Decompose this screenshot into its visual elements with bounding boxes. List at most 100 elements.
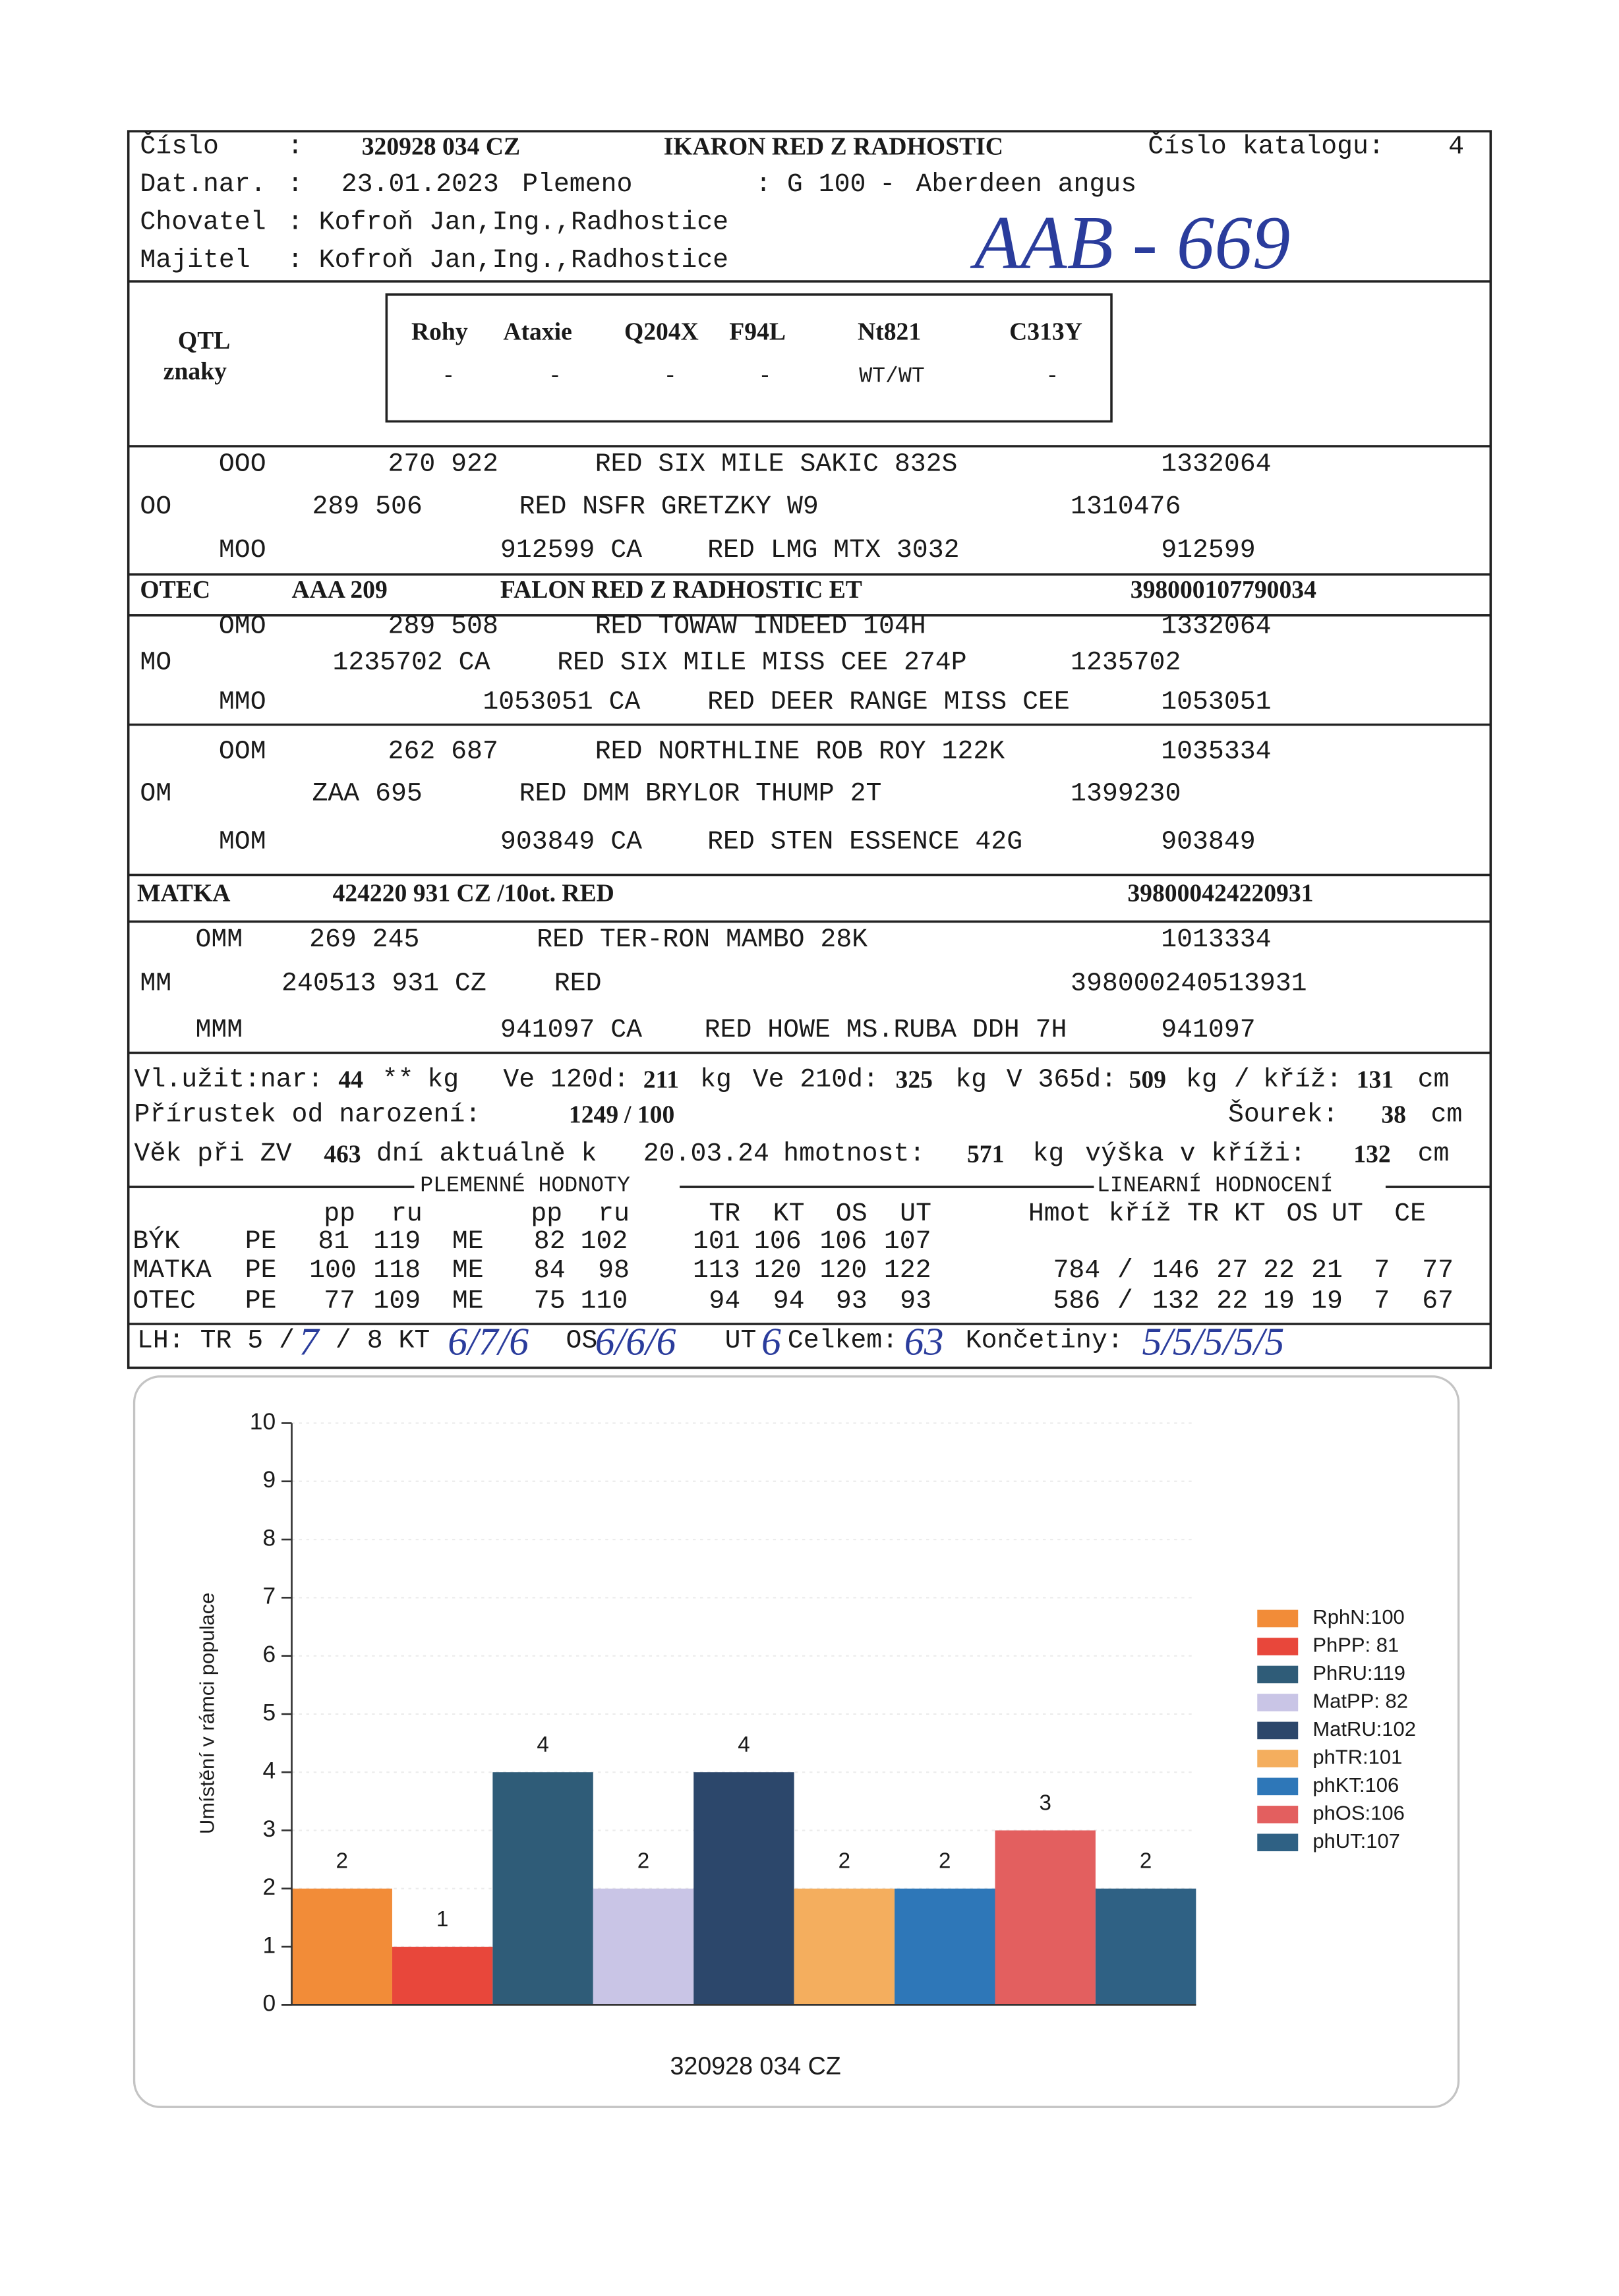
performance-field: Vl.užit:nar: — [134, 1066, 324, 1095]
data-label: 4 — [738, 1733, 750, 1757]
legend-swatch — [1257, 1638, 1299, 1655]
header-field: Majitel — [140, 246, 250, 276]
pedigree-field: RED DMM BRYLOR THUMP 2T — [519, 780, 882, 809]
bv-header: kříž — [1108, 1199, 1172, 1230]
header-field: - — [879, 170, 896, 200]
pedigree-field: RED DEER RANGE MISS CEE — [707, 688, 1070, 718]
y-tick-label: 4 — [262, 1758, 276, 1784]
pedigree-field: 262 687 — [388, 737, 498, 767]
bv-value: 7 — [1374, 1257, 1390, 1286]
bv-value: 107 — [883, 1228, 931, 1257]
bv-value: 586 — [1053, 1287, 1101, 1317]
pedigree-field: RED HOWE MS.RUBA DDH 7H — [704, 1016, 1067, 1046]
y-tick-label: 1 — [262, 1932, 276, 1958]
legend-swatch — [1257, 1694, 1299, 1711]
pedigree-field: 1053051 — [1161, 688, 1272, 718]
bv-value: 84 — [533, 1257, 566, 1286]
bv-value: BÝK — [132, 1228, 181, 1257]
performance-field: kg — [955, 1066, 987, 1095]
pedigree-field: 912599 CA — [500, 536, 643, 566]
bv-header: OS — [1286, 1199, 1318, 1230]
bv-value: 122 — [883, 1257, 931, 1286]
qtl-value: - — [663, 364, 677, 389]
performance-field: 44 — [338, 1066, 363, 1094]
legend-label: PhRU:119 — [1312, 1661, 1405, 1684]
bar — [895, 1888, 995, 2005]
bv-value: 132 — [1152, 1287, 1200, 1317]
pedigree-field: OO — [140, 492, 172, 523]
performance-field: V 365d: — [1006, 1066, 1117, 1095]
pedigree-field: 1053051 CA — [483, 688, 641, 718]
pedigree-field: 240513 931 CZ — [281, 969, 486, 999]
pedigree-field: MMO — [218, 688, 266, 718]
y-tick-label: 2 — [262, 1874, 276, 1900]
pedigree-field: 903849 CA — [500, 828, 643, 858]
legend-label: phUT:107 — [1312, 1829, 1400, 1852]
bv-value: 102 — [580, 1228, 628, 1257]
header-field: IKARON RED Z RADHOSTIC — [663, 132, 1003, 161]
pedigree-field: RED STEN ESSENCE 42G — [707, 828, 1023, 858]
bv-value: 109 — [373, 1287, 421, 1317]
legend-swatch — [1257, 1833, 1299, 1852]
handwritten-score: 6/7/6 — [448, 1319, 529, 1363]
qtl-header: Rohy — [411, 318, 468, 346]
performance-field: Ve 120d: — [503, 1066, 630, 1095]
header-field: Dat.nar. — [140, 170, 266, 200]
performance-field: hmotnost: — [783, 1140, 926, 1170]
pedigree-field: OOM — [218, 737, 266, 767]
form-border — [127, 130, 1492, 1369]
header-field: : — [287, 132, 303, 162]
pedigree-field: OMM — [195, 926, 243, 956]
pedigree-field: MATKA — [136, 879, 231, 907]
pedigree-field: OM — [140, 780, 172, 809]
pedigree-field: RED TOWAW INDEED 104H — [595, 612, 926, 642]
y-tick-label: 9 — [262, 1466, 276, 1493]
pedigree-field: MM — [140, 969, 172, 999]
qtl-value: - — [442, 364, 456, 389]
performance-field: ** — [382, 1066, 414, 1095]
performance-field: cm — [1417, 1066, 1450, 1095]
qtl-header: C313Y — [1009, 318, 1082, 346]
pedigree-field: 1310476 — [1071, 492, 1181, 523]
handwritten-score: 6 — [761, 1319, 781, 1363]
performance-field: 571 — [966, 1140, 1005, 1168]
performance-field: cm — [1430, 1101, 1463, 1130]
performance-field: 38 — [1381, 1101, 1406, 1129]
legend-label: RphN:100 — [1312, 1605, 1404, 1628]
bv-value: PE — [245, 1257, 277, 1286]
pedigree-field: RED LMG MTX 3032 — [707, 536, 960, 566]
performance-field: 132 — [1353, 1140, 1391, 1168]
pedigree-field: AAA 209 — [291, 575, 388, 604]
header-field: 23.01.2023 — [341, 170, 499, 200]
qtl-label: znaky — [163, 357, 227, 386]
bv-value: 146 — [1152, 1257, 1200, 1286]
bv-value: 19 — [1263, 1287, 1295, 1317]
bv-value: 81 — [318, 1228, 350, 1257]
bv-value: / — [1117, 1287, 1133, 1317]
pedigree-field: 1332064 — [1161, 612, 1272, 642]
pedigree-field: RED SIX MILE SAKIC 832S — [595, 450, 958, 480]
y-tick-label: 8 — [262, 1524, 276, 1551]
bv-value: 113 — [692, 1257, 740, 1286]
pedigree-field: OMO — [218, 612, 266, 642]
performance-field: kg — [427, 1066, 459, 1095]
bv-value: 101 — [692, 1228, 740, 1257]
data-label: 2 — [1140, 1849, 1152, 1874]
pedigree-field: FALON RED Z RADHOSTIC ET — [500, 575, 862, 604]
y-tick-label: 5 — [262, 1699, 276, 1725]
header-field: : Kofroň Jan,Ing.,Radhostice — [287, 208, 729, 238]
bar — [995, 1830, 1096, 2005]
pedigree-field: 424220 931 CZ /10ot. RED — [332, 879, 614, 907]
form-lines — [127, 130, 1492, 1369]
bar — [392, 1947, 493, 2005]
pedigree-field: ZAA 695 — [312, 780, 423, 809]
lh-field: Celkem: — [787, 1327, 898, 1356]
pedigree-field: MOO — [218, 536, 266, 566]
header-field: : G 100 — [755, 170, 866, 200]
section-title: LINEARNÍ HODNOCENÍ — [1096, 1174, 1334, 1199]
lh-field: OS — [566, 1327, 598, 1356]
bar — [593, 1888, 694, 2005]
bv-value: 98 — [598, 1257, 630, 1286]
